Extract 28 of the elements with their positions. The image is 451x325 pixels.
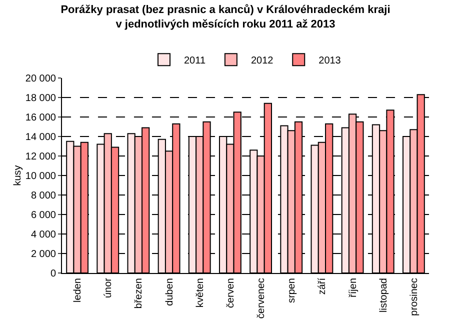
- x-tick-label: listopad: [378, 278, 390, 312]
- y-tick-label: 10 000: [25, 171, 56, 182]
- y-tick-label: 4 000: [30, 230, 56, 240]
- y-tick-label: 14 000: [25, 132, 56, 143]
- x-tick-label: červen: [225, 278, 236, 308]
- legend-label: 2012: [250, 56, 274, 66]
- x-tick-label: leden: [72, 278, 84, 302]
- x-tick-label: září: [317, 278, 328, 295]
- x-tick-label: březen: [134, 278, 145, 309]
- y-tick-label: 2 000: [30, 249, 56, 260]
- x-tick-label: říjen: [348, 278, 359, 298]
- chart-title: Porážky prasat (bez prasnic a kanců) v Královéhradeckém kraji v jednotlivých měsících roku 2011 až 2013: [60, 4, 390, 30]
- y-tick-label: 20 000: [25, 74, 56, 84]
- y-tick-label: 12 000: [25, 152, 56, 162]
- y-tick-label: 0: [50, 268, 56, 280]
- y-tick-label: 18 000: [25, 93, 56, 104]
- y-tick-label: 8 000: [30, 190, 56, 202]
- y-tick-label: 16 000: [25, 112, 56, 124]
- legend-label: 2013: [318, 56, 342, 66]
- y-axis-title: kusy: [12, 165, 24, 186]
- x-tick-label: červenec: [256, 278, 268, 319]
- legend-label: 2011: [184, 56, 206, 66]
- x-tick-label: srpen: [286, 278, 298, 304]
- x-tick-label: duben: [164, 278, 176, 306]
- x-tick-label: prosinec: [408, 278, 420, 316]
- y-tick-label: 6 000: [30, 210, 56, 221]
- x-tick-label: únor: [103, 277, 114, 298]
- x-tick-label: květen: [194, 278, 206, 308]
